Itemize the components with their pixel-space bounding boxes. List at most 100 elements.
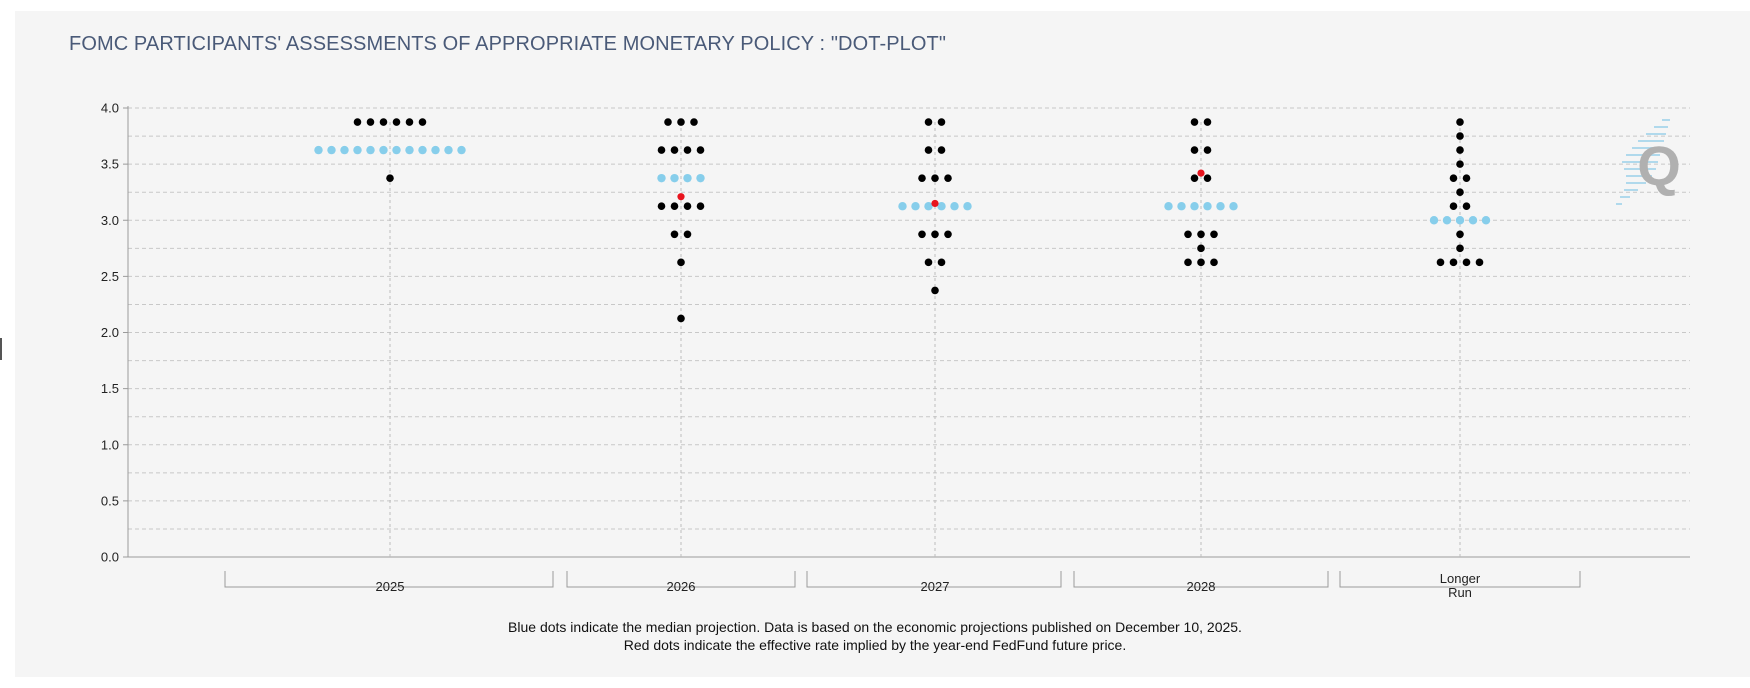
x-category-label: 2028 (1187, 579, 1216, 594)
x-category-label: 2025 (376, 579, 405, 594)
participant-dot (1456, 146, 1464, 154)
participant-dot (677, 118, 685, 126)
participant-dot (1210, 230, 1218, 239)
median-dot (670, 173, 679, 183)
participant-dot (931, 174, 939, 182)
participant-dot (690, 118, 698, 126)
participant-dot (1436, 258, 1445, 267)
participant-dot (1449, 258, 1458, 267)
participant-dot (1449, 202, 1458, 211)
participant-dot (924, 118, 933, 126)
participant-dot (1456, 160, 1464, 168)
participant-dot (696, 202, 705, 211)
category-bracket (224, 571, 554, 588)
participant-dot (366, 118, 375, 126)
participant-dot (1197, 244, 1205, 253)
median-dot (444, 145, 453, 155)
participant-dot (657, 202, 666, 211)
y-tick-label: 2.0 (101, 325, 119, 340)
participant-dot (1184, 230, 1192, 239)
participant-dot (1456, 244, 1464, 253)
median-dot (392, 145, 401, 155)
y-tick-label: 0.0 (101, 550, 119, 565)
median-dot (950, 202, 959, 211)
footnote-line-2: Red dots indicate the effective rate imp… (623, 637, 1127, 653)
median-dot (353, 145, 362, 155)
participant-dot (937, 146, 946, 154)
median-dot (340, 145, 349, 155)
x-category-label: Longer (1440, 571, 1481, 586)
category-dots (1164, 118, 1238, 267)
median-dot (366, 145, 375, 155)
participant-dot (944, 174, 952, 182)
participant-dot (937, 258, 946, 267)
participant-dot (1449, 174, 1458, 182)
participant-dot (1197, 230, 1205, 239)
y-tick-label: 1.5 (101, 381, 119, 396)
participant-dot (1462, 174, 1471, 182)
median-dot (1455, 216, 1465, 225)
participant-dot (657, 146, 666, 154)
category-bracket (566, 571, 796, 588)
participant-dot (405, 118, 414, 126)
x-category-label: Run (1448, 585, 1472, 600)
participant-dot (1184, 258, 1192, 267)
implied-rate-dot (931, 199, 939, 208)
participant-dot (683, 202, 692, 211)
participant-dot (924, 258, 933, 267)
participant-dot (664, 118, 672, 126)
participant-dot (931, 286, 939, 295)
participant-dot (1456, 132, 1464, 140)
participant-dot (924, 146, 933, 154)
participant-dot (1197, 258, 1205, 267)
median-dot (696, 173, 705, 183)
median-dot (405, 145, 414, 155)
category-dots (1429, 118, 1491, 267)
y-tick-label: 2.5 (101, 269, 119, 284)
participant-dot (353, 118, 362, 126)
category-bracket (1339, 571, 1581, 588)
implied-rate-dot (1197, 169, 1205, 177)
participant-dot (1456, 118, 1464, 126)
participant-dot (670, 202, 679, 211)
implied-rate-dot (677, 193, 685, 201)
x-category-label: 2026 (667, 579, 696, 594)
participant-dot (1203, 118, 1212, 126)
median-dot (937, 202, 946, 211)
median-dot (431, 145, 440, 155)
median-dot (1429, 216, 1439, 225)
participant-dot (944, 230, 952, 239)
watermark-letter: Q (1637, 134, 1681, 197)
participant-dot (677, 258, 685, 267)
median-dot (327, 145, 336, 155)
median-dot (418, 145, 427, 155)
participant-dot (937, 118, 946, 126)
category-bracket (806, 571, 1062, 588)
category-bracket (1073, 571, 1329, 588)
participant-dot (1462, 258, 1471, 267)
median-dot (1216, 202, 1225, 211)
median-dot (924, 202, 933, 211)
participant-dot (1190, 146, 1199, 154)
participant-dot (918, 174, 926, 182)
median-dot (1229, 202, 1238, 211)
participant-dot (386, 174, 394, 182)
participant-dot (1190, 118, 1199, 126)
participant-dot (670, 146, 679, 154)
median-dot (457, 145, 466, 155)
resize-handle[interactable] (0, 338, 2, 360)
participant-dot (683, 146, 692, 154)
median-dot (379, 145, 388, 155)
participant-dot (418, 118, 427, 126)
participant-dot (931, 230, 939, 239)
median-dot (657, 173, 666, 183)
participant-dot (918, 230, 926, 239)
y-tick-label: 3.0 (101, 213, 119, 228)
watermark-logo-icon: Q (1616, 119, 1681, 205)
participant-dot (1210, 258, 1218, 267)
category-dots (898, 118, 972, 295)
y-tick-label: 3.5 (101, 157, 119, 172)
footnote-line-1: Blue dots indicate the median projection… (508, 619, 1242, 635)
participant-dot (1456, 230, 1464, 239)
